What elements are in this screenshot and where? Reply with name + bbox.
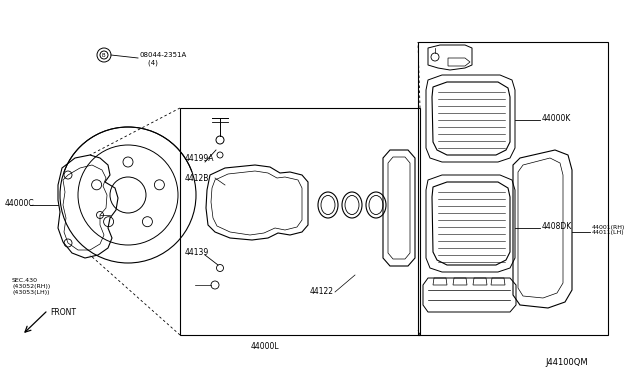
- Text: 4412B: 4412B: [185, 173, 209, 183]
- Text: J44100QM: J44100QM: [545, 358, 588, 367]
- Text: SEC.430
(43052(RH))
(43053(LH)): SEC.430 (43052(RH)) (43053(LH)): [12, 278, 51, 295]
- Bar: [180, 108, 420, 335]
- Text: 08044-2351A
    (4): 08044-2351A (4): [139, 52, 186, 65]
- Text: 44199A: 44199A: [185, 154, 214, 163]
- Text: 44000L: 44000L: [251, 342, 279, 351]
- Text: FRONT: FRONT: [50, 308, 76, 317]
- Text: 44122: 44122: [310, 288, 334, 296]
- Text: 4408DK: 4408DK: [542, 221, 572, 231]
- Bar: [418, 42, 608, 335]
- Text: 44000C: 44000C: [5, 199, 35, 208]
- Text: B: B: [101, 52, 105, 58]
- Text: 44001(RH)
44011(LH): 44001(RH) 44011(LH): [592, 225, 625, 235]
- Text: 44139: 44139: [185, 247, 209, 257]
- Text: 44000K: 44000K: [542, 113, 572, 122]
